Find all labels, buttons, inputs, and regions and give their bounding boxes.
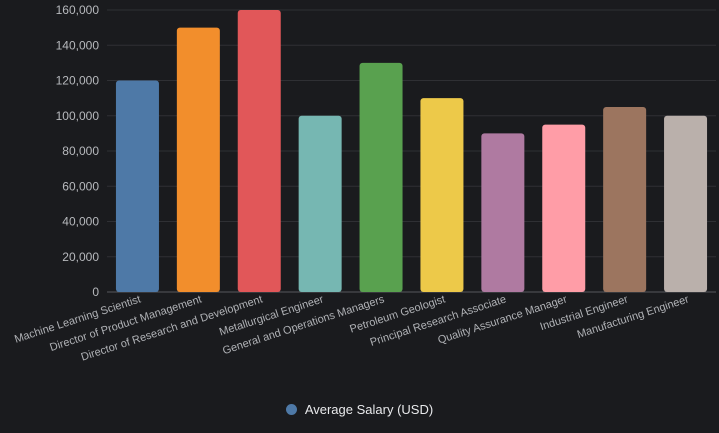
x-tick-label: Manufacturing Engineer	[576, 293, 691, 341]
bar[interactable]	[115, 80, 159, 293]
legend-label: Average Salary (USD)	[304, 402, 434, 417]
y-tick-label: 160,000	[56, 3, 100, 17]
y-tick-label: 140,000	[56, 38, 100, 52]
bars	[115, 10, 708, 293]
y-axis-ticks: 0 20,000 40,000 60,000 80,000 100,000 120,000 1…	[56, 3, 100, 299]
bar[interactable]	[176, 27, 220, 292]
y-tick-label: 120,000	[56, 74, 100, 88]
legend[interactable]: Average Salary (USD)	[0, 402, 719, 417]
bar[interactable]	[542, 124, 586, 292]
bar[interactable]	[237, 10, 281, 292]
y-tick-label: 0	[92, 285, 99, 299]
y-tick-label: 60,000	[62, 179, 99, 193]
bar[interactable]	[664, 115, 708, 292]
bar[interactable]	[603, 106, 647, 292]
bar[interactable]	[298, 115, 342, 292]
y-tick-label: 100,000	[56, 109, 100, 123]
y-tick-label: 80,000	[62, 144, 99, 158]
y-tick-label: 20,000	[62, 250, 99, 264]
bar[interactable]	[359, 62, 403, 292]
y-tick-label: 40,000	[62, 215, 99, 229]
bar[interactable]	[420, 98, 464, 292]
bar[interactable]	[481, 133, 525, 292]
legend-marker-icon	[285, 404, 297, 415]
